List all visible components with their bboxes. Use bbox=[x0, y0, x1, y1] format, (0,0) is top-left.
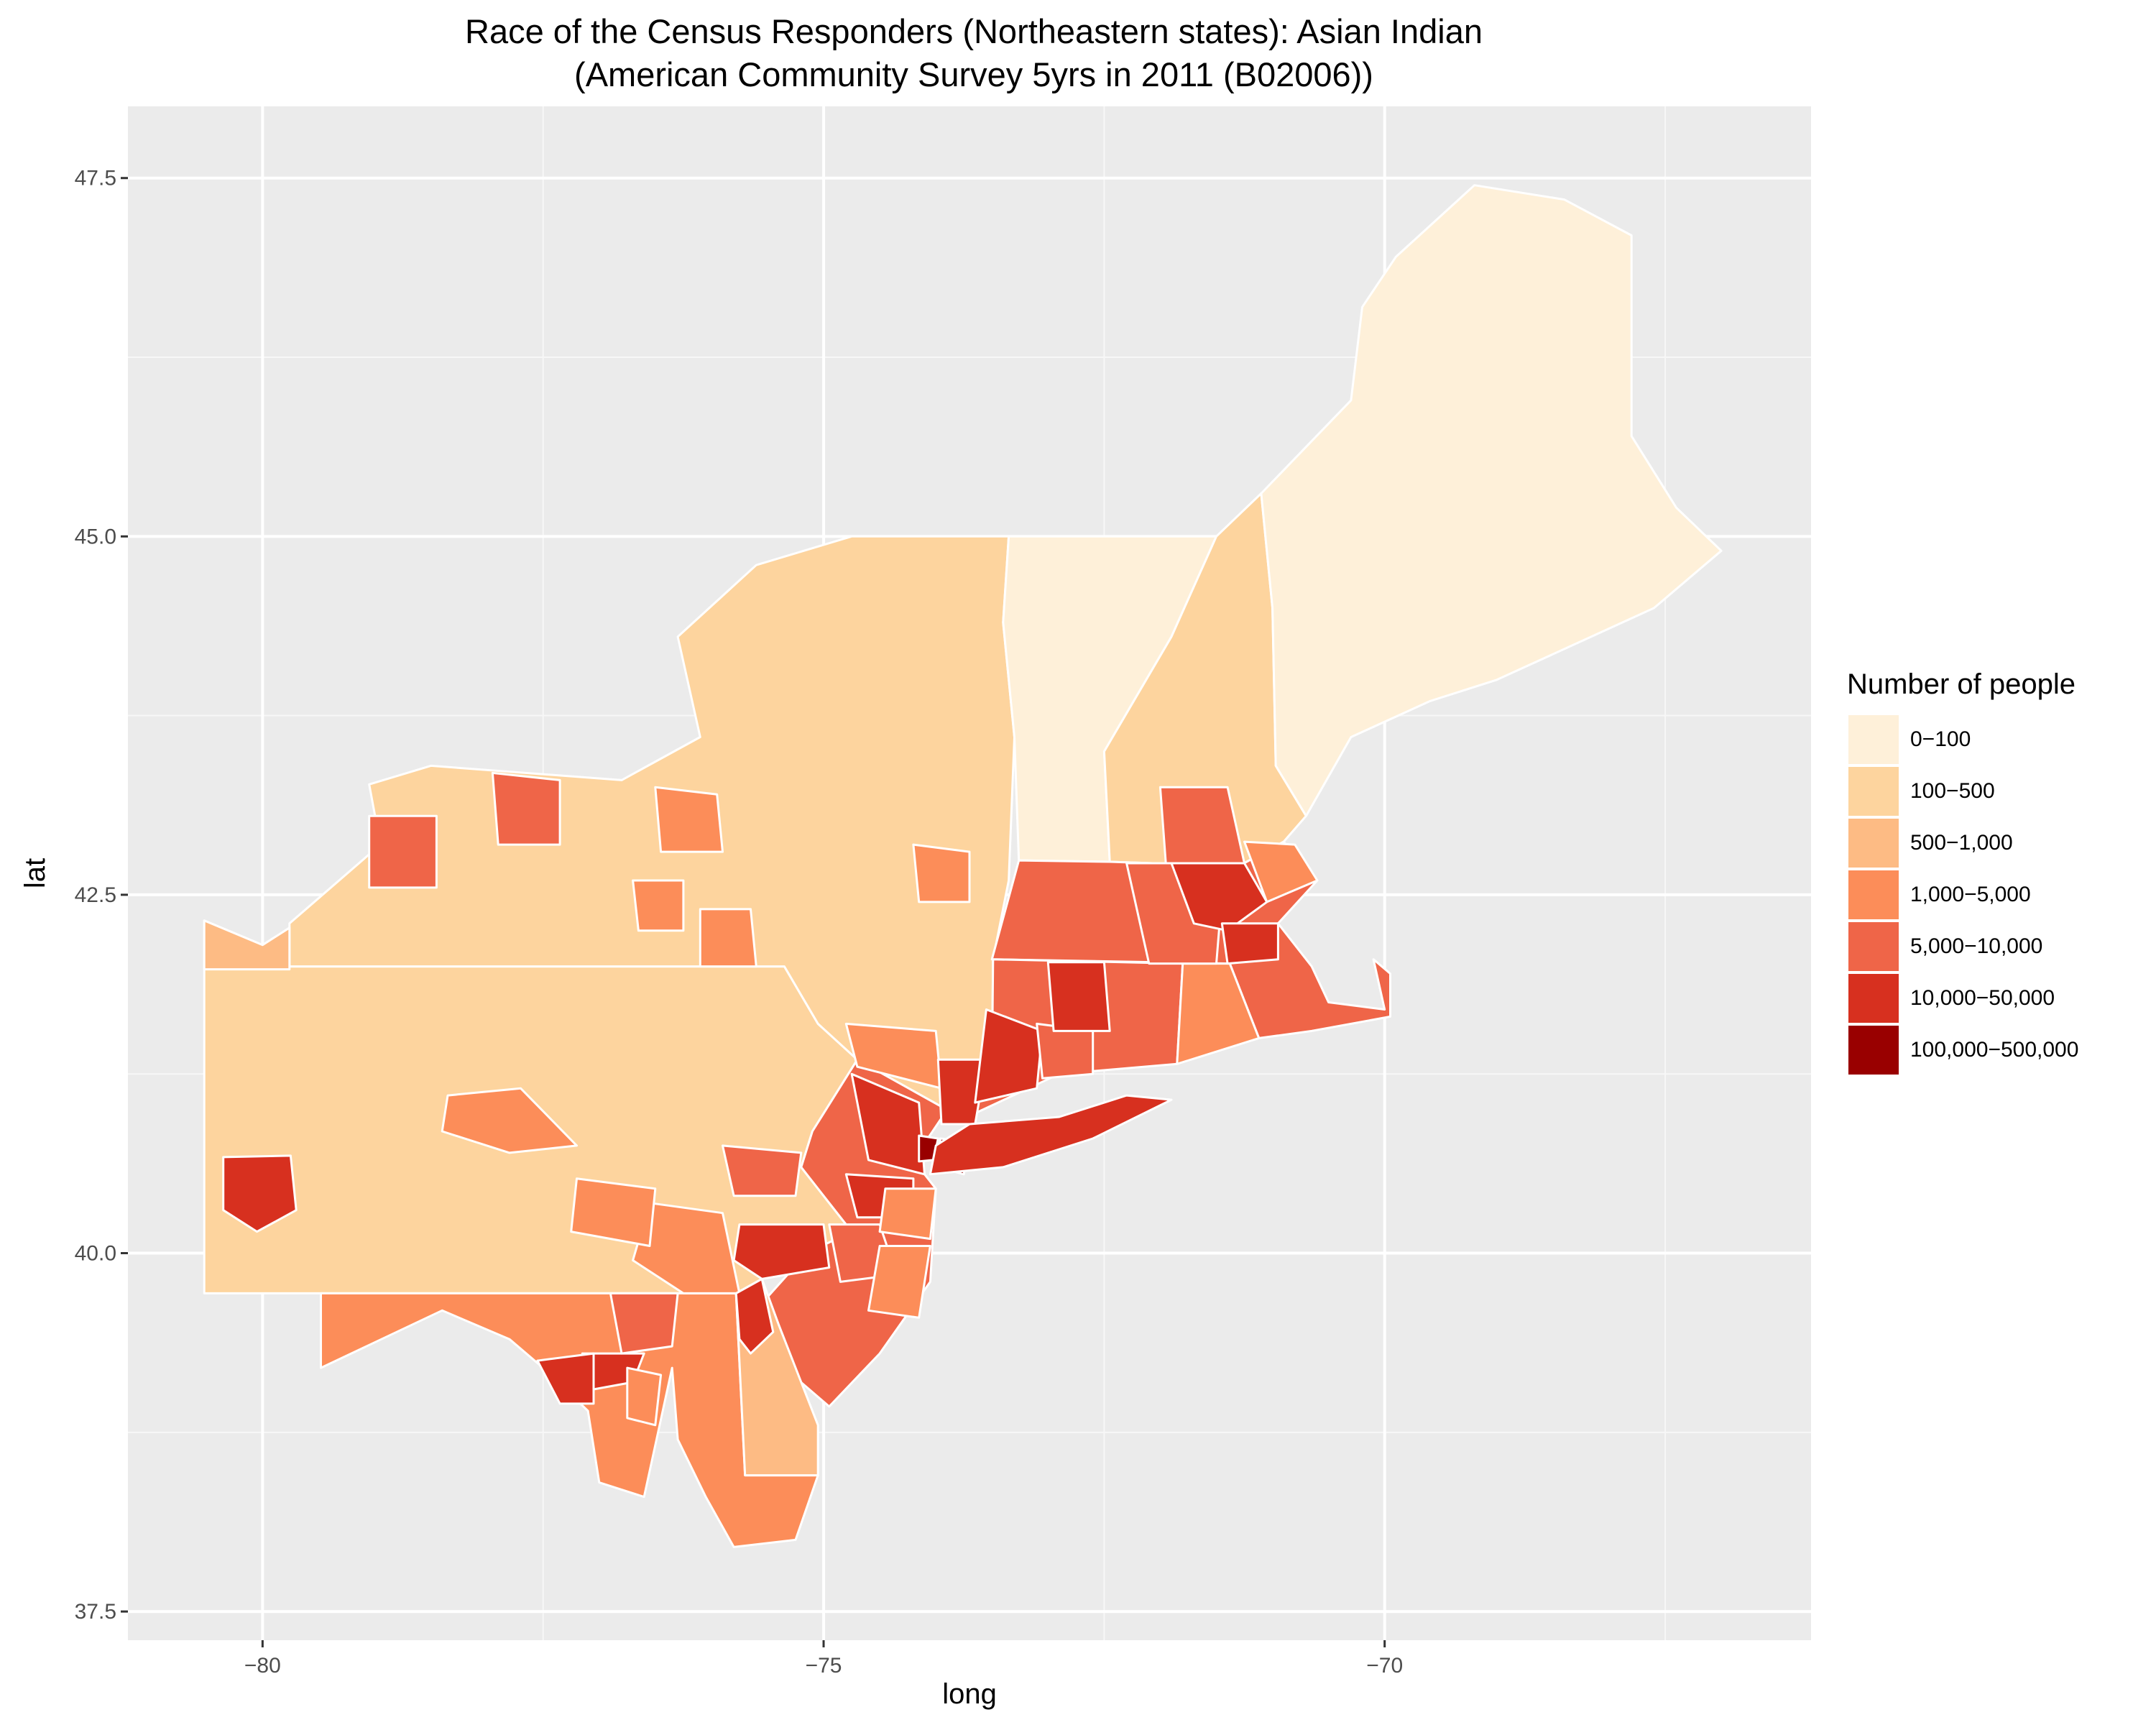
map-regions bbox=[203, 184, 1723, 1548]
legend-item: 0−100 bbox=[1847, 714, 2149, 765]
region-anne-arundel-md bbox=[626, 1366, 663, 1427]
region-ithaca-ny bbox=[632, 879, 685, 932]
y-tick-label: 40.0 bbox=[75, 1242, 116, 1266]
region-pittsburgh-area bbox=[222, 1154, 298, 1233]
x-tick-label: −80 bbox=[244, 1654, 281, 1678]
region-philadelphia-area bbox=[732, 1223, 831, 1280]
legend-label: 1,000−5,000 bbox=[1910, 883, 2031, 906]
region-ocean-nj bbox=[867, 1245, 931, 1319]
legend-label: 0−100 bbox=[1910, 727, 1971, 751]
legend-items: 0−100 100−500 500−1,000 1,000−5,000 5,000−10… bbox=[1847, 714, 2149, 1076]
legend-item: 500−1,000 bbox=[1847, 817, 2149, 869]
region-centre-pa bbox=[441, 1087, 578, 1154]
x-axis-title: long bbox=[942, 1678, 997, 1710]
region-fairfield-ct bbox=[974, 1008, 1044, 1104]
region-binghamton-ny bbox=[699, 908, 757, 968]
region-rochester-ny bbox=[491, 771, 561, 846]
region-buffalo-ny bbox=[368, 814, 438, 889]
legend-color-key bbox=[1847, 817, 1900, 869]
legend-label: 100,000−500,000 bbox=[1910, 1038, 2079, 1062]
region-new-castle-de bbox=[734, 1277, 775, 1355]
x-tick-label: −75 bbox=[806, 1654, 842, 1678]
x-tick-label: −70 bbox=[1366, 1654, 1403, 1678]
region-syracuse-ny bbox=[654, 786, 724, 853]
region-monmouth-nj bbox=[878, 1187, 937, 1241]
chart-title-line-1: Race of the Census Responders (Northeast… bbox=[465, 12, 1483, 50]
region-maine bbox=[1260, 184, 1723, 817]
region-norfolk-ma bbox=[1220, 922, 1279, 965]
legend-label: 5,000−10,000 bbox=[1910, 934, 2043, 958]
legend-label: 100−500 bbox=[1910, 779, 1995, 803]
region-lehigh-valley bbox=[722, 1144, 803, 1197]
region-hillsborough-nh bbox=[1158, 786, 1245, 865]
y-tick-label: 45.0 bbox=[75, 525, 116, 548]
region-hartford-ct bbox=[1046, 961, 1111, 1032]
legend-label: 10,000−50,000 bbox=[1910, 986, 2055, 1010]
legend-color-key bbox=[1847, 1024, 1900, 1076]
y-tick-label: 42.5 bbox=[75, 883, 116, 907]
legend-label: 500−1,000 bbox=[1910, 831, 2013, 855]
legend-item: 10,000−50,000 bbox=[1847, 972, 2149, 1024]
chart-title-line-2: (American Community Survey 5yrs in 2011 … bbox=[574, 55, 1373, 93]
region-harrisburg-area bbox=[570, 1177, 657, 1247]
legend-color-key bbox=[1847, 714, 1900, 765]
y-axis-title: lat bbox=[19, 858, 51, 888]
legend-color-key bbox=[1847, 972, 1900, 1024]
legend-color-key bbox=[1847, 765, 1900, 817]
region-northern-nj bbox=[850, 1072, 926, 1176]
region-montgomery-md bbox=[536, 1352, 595, 1405]
axis-ticks: −80 −75 −70 37.5 40.0 42.5 45.0 47.5 bbox=[75, 167, 1404, 1678]
legend-item: 5,000−10,000 bbox=[1847, 921, 2149, 972]
y-tick-label: 37.5 bbox=[75, 1600, 116, 1624]
region-albany-ny bbox=[912, 843, 971, 903]
region-erie-pa bbox=[203, 919, 291, 971]
region-essex-ma bbox=[1243, 840, 1319, 903]
legend-item: 1,000−5,000 bbox=[1847, 869, 2149, 921]
chart-title: Race of the Census Responders (Northeast… bbox=[129, 10, 1818, 96]
region-baltimore-county-md bbox=[609, 1292, 679, 1355]
legend: Number of people 0−100 100−500 500−1,000 1,… bbox=[1847, 668, 2149, 1076]
legend-item: 100,000−500,000 bbox=[1847, 1024, 2149, 1076]
region-long-island-ny bbox=[929, 1094, 1173, 1176]
legend-title: Number of people bbox=[1847, 668, 2076, 700]
legend-color-key bbox=[1847, 869, 1900, 921]
legend-color-key bbox=[1847, 921, 1900, 972]
legend-item: 100−500 bbox=[1847, 765, 2149, 817]
y-tick-label: 47.5 bbox=[75, 167, 116, 190]
region-lancaster-area bbox=[632, 1202, 741, 1294]
